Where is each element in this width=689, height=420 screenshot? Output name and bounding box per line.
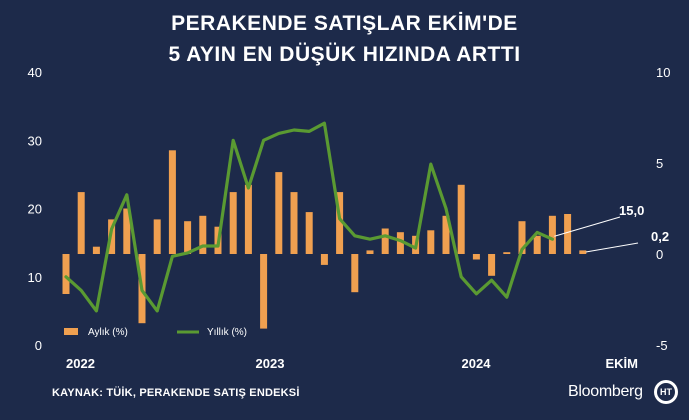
y-right-tick-label: -5 [656, 338, 668, 353]
y-right-tick-label: 0 [656, 247, 663, 262]
bar-monthly [153, 219, 161, 254]
bar-monthly [123, 208, 131, 254]
bar-monthly [275, 172, 283, 254]
bar-monthly [381, 228, 389, 254]
y-left-tick-label: 30 [28, 133, 42, 148]
bar-monthly [518, 221, 526, 254]
x-axis-label: 2022 [66, 356, 95, 371]
y-left-tick-label: 20 [28, 202, 42, 217]
bar-monthly [427, 230, 435, 254]
bar-monthly [503, 252, 511, 254]
chart-title-line-2: 5 AYIN EN DÜŞÜK HIZINDA ARTTI [168, 43, 521, 66]
bar-monthly [336, 192, 344, 254]
bar-monthly [579, 250, 587, 254]
annotation-annual-value: 15,0 [619, 203, 644, 218]
x-axis-label: 2024 [462, 356, 492, 371]
legend-label-monthly: Aylık (%) [88, 327, 128, 338]
bar-monthly [488, 254, 496, 276]
bar-monthly [77, 192, 85, 254]
bar-monthly [244, 184, 252, 254]
bar-monthly [229, 192, 237, 254]
legend-swatch-monthly [64, 328, 78, 335]
y-right-tick-label: 5 [656, 156, 663, 171]
legend-label-annual: Yıllık (%) [207, 327, 247, 338]
annotation-leader-monthly [585, 242, 639, 253]
bar-monthly [366, 250, 374, 254]
source-note: KAYNAK: TÜİK, PERAKENDE SATIŞ ENDEKSİ [52, 387, 300, 399]
bar-monthly [564, 214, 572, 254]
chart-title-line-1: PERAKENDE SATIŞLAR EKİM'DE [171, 12, 518, 35]
bar-monthly [290, 192, 298, 254]
bar-monthly [351, 254, 359, 293]
bar-monthly [320, 254, 328, 265]
bar-monthly [168, 150, 176, 254]
bar-monthly [472, 254, 480, 260]
bar-monthly [396, 232, 404, 254]
ht-logo-icon: HT [654, 380, 678, 404]
bar-monthly [442, 215, 450, 254]
bloomberg-logo: Bloomberg [568, 383, 643, 400]
ht-logo-text: HT [657, 383, 675, 401]
bar-monthly [533, 235, 541, 254]
y-right-tick-label: 10 [656, 65, 670, 80]
annotation-leader-annual [554, 216, 621, 237]
bar-monthly [548, 215, 556, 254]
x-axis-label: 2023 [256, 356, 285, 371]
line-annual [64, 121, 555, 313]
bar-monthly [62, 254, 70, 294]
x-axis-label: EKİM [606, 356, 639, 371]
bar-monthly [305, 212, 313, 254]
bar-monthly [184, 221, 192, 254]
y-left-tick-label: 40 [28, 65, 42, 80]
y-left-tick-label: 0 [35, 338, 42, 353]
y-left-tick-label: 10 [28, 270, 42, 285]
bar-monthly [260, 254, 268, 329]
bar-monthly [92, 246, 100, 254]
bar-monthly [199, 215, 207, 254]
annotation-monthly-value: 0,2 [651, 229, 669, 244]
bar-monthly [457, 184, 465, 254]
